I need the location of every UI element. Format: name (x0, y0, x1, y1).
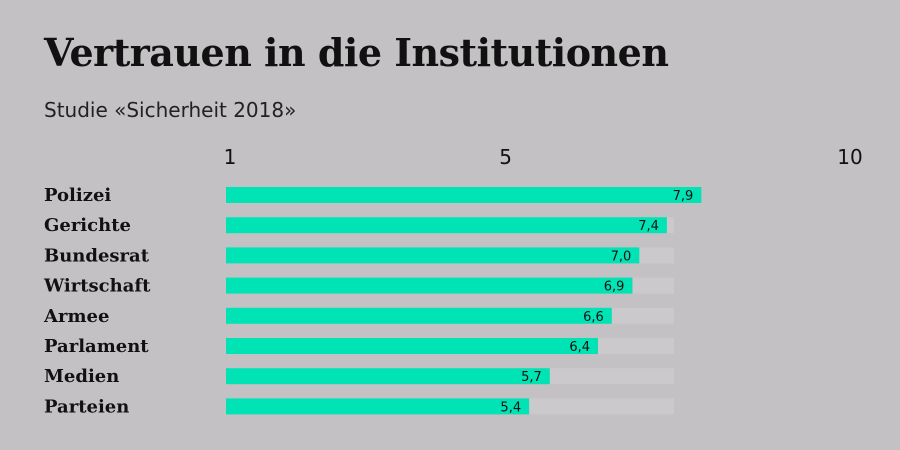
bar (226, 217, 667, 234)
x-tick-label: 10 (837, 145, 862, 169)
value-label: 6,9 (604, 280, 625, 295)
chart-title: Vertrauen in die Institutionen (44, 30, 669, 75)
bar (226, 368, 550, 385)
bar (226, 338, 598, 354)
bar-row: Wirtschaft 6,9 (43, 276, 674, 297)
category-label: Polizei (44, 185, 111, 206)
value-label: 7,0 (611, 249, 632, 264)
category-label: Parlament (44, 336, 149, 357)
x-tick-label: 1 (224, 145, 237, 169)
bar (226, 277, 633, 294)
bar-row: Medien 5,7 (44, 366, 674, 387)
bar-row: Armee 6,6 (43, 306, 674, 327)
category-label: Armee (43, 306, 109, 327)
bar (226, 398, 530, 415)
bar-rows: Polizei 7,9 Gerichte 7,4 Bundesrat 7,0 Wirtsch… (43, 185, 702, 417)
value-label: 6,6 (583, 310, 604, 325)
value-label: 5,7 (521, 370, 542, 385)
value-label: 7,9 (673, 189, 694, 204)
bar-row: Bundesrat 7,0 (44, 245, 674, 266)
category-label: Medien (44, 366, 119, 387)
bar (226, 187, 702, 203)
bar-row: Gerichte 7,4 (44, 215, 674, 236)
value-label: 7,4 (638, 219, 659, 234)
category-label: Gerichte (44, 215, 131, 236)
bar-row: Polizei 7,9 (44, 185, 702, 206)
value-label: 5,4 (500, 400, 521, 415)
bar-row: Parlament 6,4 (44, 336, 674, 357)
bar-row: Parteien 5,4 (44, 396, 674, 417)
category-label: Parteien (44, 396, 129, 417)
bar (226, 247, 640, 264)
chart-subtitle: Studie «Sicherheit 2018» (44, 98, 297, 122)
x-tick-label: 5 (499, 145, 512, 169)
bar (226, 307, 612, 324)
category-label: Wirtschaft (43, 276, 151, 297)
value-label: 6,4 (569, 340, 590, 355)
x-axis-ticks: 1 5 10 (224, 145, 863, 169)
category-label: Bundesrat (44, 245, 150, 266)
